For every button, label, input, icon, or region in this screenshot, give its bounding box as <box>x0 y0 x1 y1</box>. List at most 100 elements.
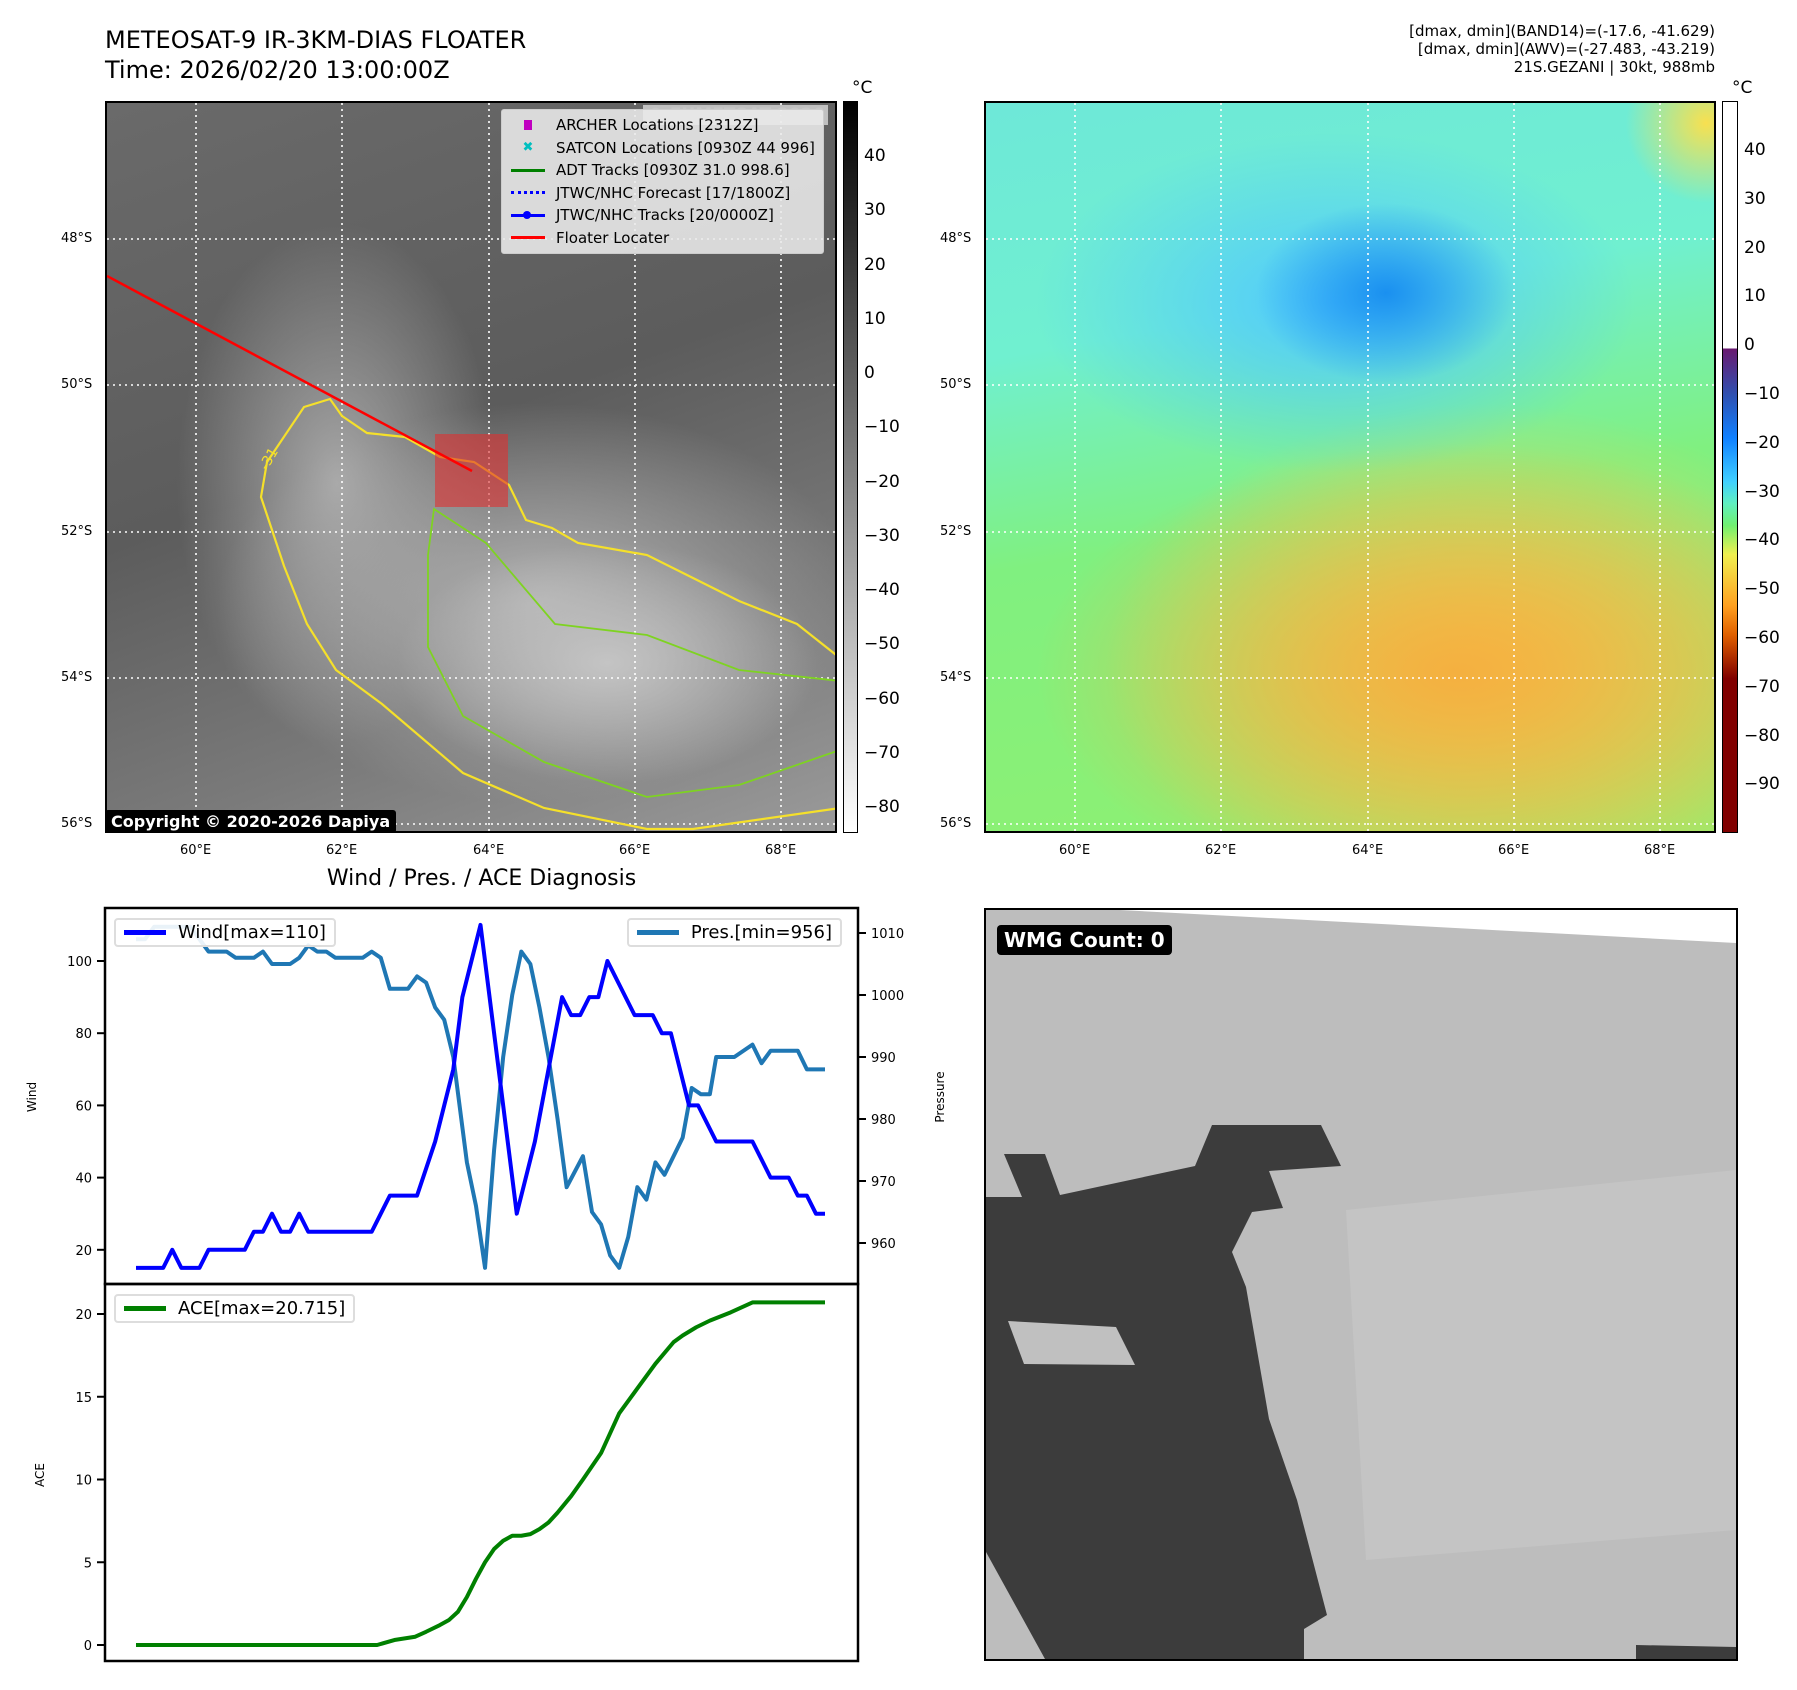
legend-label: JTWC/NHC Tracks [20/0000Z] <box>556 206 774 225</box>
ace-axis-label: ACE <box>33 1463 47 1487</box>
legend-tracks: JTWC/NHC Tracks [20/0000Z] <box>510 204 815 227</box>
diagnosis-title: Wind / Pres. / ACE Diagnosis <box>326 866 637 891</box>
ir-satellite-map[interactable]: -31 © EUMETSAT 2026 ARCHER Locations [23… <box>105 101 837 833</box>
ace-legend: ACE[max=20.715] <box>114 1294 356 1323</box>
ace-tick-label: 10 <box>75 1474 92 1489</box>
colorbar-tick: −30 <box>1744 481 1780 502</box>
ace-line-icon <box>124 1306 166 1311</box>
info-awv: [dmax, dmin](AWV)=(-27.483, -43.219) <box>1417 40 1715 58</box>
wind-series-line <box>136 922 825 1270</box>
floater-locater-line <box>107 274 473 473</box>
yellow-contour <box>259 397 835 831</box>
lon-label: 66°E <box>619 843 651 858</box>
wmg-raster <box>986 910 1736 1659</box>
legend-label: ARCHER Locations [2312Z] <box>556 116 759 135</box>
pressure-legend: Pres.[min=956] <box>626 918 842 947</box>
lat-label: 52°S <box>940 524 972 539</box>
colorbar-tick: −10 <box>864 417 900 438</box>
legend-label: ADT Tracks [0930Z 31.0 998.6] <box>556 161 790 180</box>
wmg-dark-region <box>986 1125 1341 1659</box>
pressure-tick-label: 980 <box>871 1113 896 1128</box>
ir-colorbar-unit: °C <box>852 78 873 98</box>
wind-axes-frame <box>103 906 860 1286</box>
legend-satcon: ✖ SATCON Locations [0930Z 44 996] <box>510 137 815 160</box>
lat-label: 48°S <box>940 231 972 246</box>
ace-tick-label: 0 <box>84 1639 92 1654</box>
lon-label: 62°E <box>1205 843 1237 858</box>
legend-adt: ADT Tracks [0930Z 31.0 998.6] <box>510 159 815 182</box>
wv-gridlines <box>986 103 1714 831</box>
pressure-series-line <box>136 924 825 1270</box>
lon-label: 68°E <box>765 843 797 858</box>
colorbar-tick: −70 <box>864 742 900 763</box>
lon-label: 60°E <box>180 843 212 858</box>
figure-title: METEOSAT-9 IR-3KM-DIAS FLOATER <box>105 26 527 54</box>
map-legend: ARCHER Locations [2312Z] ✖ SATCON Locatio… <box>501 109 824 254</box>
ace-tick-label: 5 <box>84 1556 92 1571</box>
info-band14: [dmax, dmin](BAND14)=(-17.6, -41.629) <box>1409 22 1715 40</box>
legend-label: JTWC/NHC Forecast [17/1800Z] <box>556 183 791 202</box>
legend-archer: ARCHER Locations [2312Z] <box>510 114 815 137</box>
colorbar-tick: −80 <box>864 797 900 817</box>
lon-label: 64°E <box>473 843 505 858</box>
wv-colorbar-unit: °C <box>1732 78 1753 98</box>
wind-tick-label: 80 <box>75 1027 92 1042</box>
wmg-panel[interactable]: WMG Count: 0 <box>984 908 1738 1661</box>
ace-legend-label: ACE[max=20.715] <box>178 1298 346 1319</box>
legend-forecast: JTWC/NHC Forecast [17/1800Z] <box>510 182 815 205</box>
colorbar-tick: −10 <box>1744 384 1780 404</box>
wind-line-icon <box>124 930 166 935</box>
wv-satellite-map[interactable] <box>984 101 1716 833</box>
wv-colorbar <box>1722 101 1738 833</box>
colorbar-tick: −60 <box>1744 628 1780 648</box>
lat-label: 54°S <box>940 670 972 685</box>
colorbar-tick: −20 <box>1744 432 1780 453</box>
lon-label: 64°E <box>1352 843 1384 858</box>
colorbar-tick: 20 <box>864 254 886 275</box>
line-icon <box>511 236 545 240</box>
colorbar-tick: −30 <box>864 525 900 546</box>
contour-label: -31 <box>257 445 282 473</box>
colorbar-tick: 0 <box>864 363 875 383</box>
square-marker-icon <box>524 120 532 131</box>
green-contour <box>427 507 835 798</box>
wind-tick-label: 20 <box>75 1244 92 1259</box>
colorbar-tick: 10 <box>864 308 886 329</box>
lon-label: 66°E <box>1498 843 1530 858</box>
lat-label: 50°S <box>940 377 972 392</box>
legend-floater: Floater Locater <box>510 227 815 250</box>
line-icon <box>511 168 545 172</box>
pressure-tick-label: 970 <box>871 1175 896 1190</box>
info-block: [dmax, dmin](BAND14)=(-17.6, -41.629) [d… <box>1409 22 1715 76</box>
lat-label: 48°S <box>61 231 93 246</box>
lat-label: 50°S <box>61 377 93 392</box>
colorbar-tick: 10 <box>1744 286 1766 307</box>
colorbar-tick: −70 <box>1744 676 1780 697</box>
pressure-legend-label: Pres.[min=956] <box>690 922 832 943</box>
legend-label: Floater Locater <box>556 228 670 247</box>
wind-tick-label: 40 <box>75 1172 92 1187</box>
lon-label: 60°E <box>1059 843 1091 858</box>
diagnosis-chart: 20 40 60 80 100 960 970 980 990 1000 1010 0 5 10 15 20 W… <box>25 906 947 1663</box>
wind-legend-label: Wind[max=110] <box>178 922 326 943</box>
colorbar-tick: −50 <box>1744 579 1780 600</box>
wind-legend: Wind[max=110] <box>114 918 336 947</box>
colorbar-tick: −40 <box>1744 530 1780 551</box>
pressure-axis-label: Pressure <box>933 1071 947 1122</box>
dotted-line-icon <box>511 191 545 195</box>
wind-axis-label: Wind <box>25 1082 39 1112</box>
lat-label: 56°S <box>940 816 972 831</box>
ace-tick-label: 15 <box>75 1391 92 1406</box>
colorbar-tick: 30 <box>864 200 886 221</box>
pressure-tick-label: 960 <box>871 1237 896 1252</box>
pressure-line-icon <box>636 930 679 935</box>
ace-axes-frame <box>103 1282 860 1663</box>
figure-time: Time: 2026/02/20 13:00:00Z <box>105 56 450 84</box>
lat-label: 52°S <box>61 524 93 539</box>
lon-label: 68°E <box>1644 843 1676 858</box>
legend-label: SATCON Locations [0930Z 44 996] <box>556 138 815 157</box>
colorbar-tick: −60 <box>864 688 900 709</box>
lat-label: 56°S <box>61 816 93 831</box>
pressure-tick-label: 990 <box>871 1051 896 1066</box>
lon-label: 62°E <box>326 843 358 858</box>
